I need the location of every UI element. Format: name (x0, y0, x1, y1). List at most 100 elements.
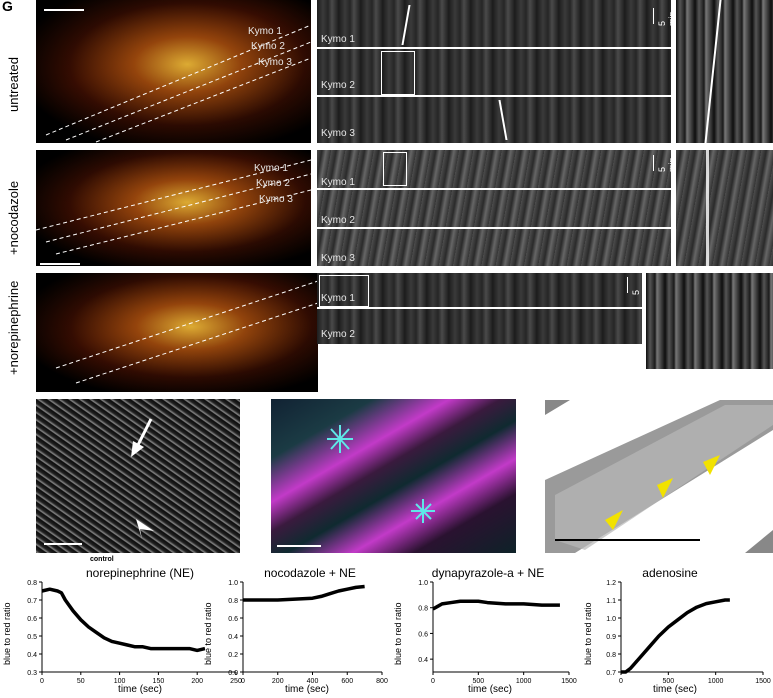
y-tick-label: 0.4 (27, 652, 37, 659)
x-tick-label: 200 (191, 678, 203, 685)
x-tick-label: 600 (341, 678, 353, 685)
inverted-image (545, 400, 773, 553)
y-tick-label: 0.8 (228, 598, 238, 605)
graph2-plot: 0.0 0.2 0.4 0.6 0.8 1.0 0 200 400 600 800 (228, 580, 388, 685)
graph2-ylabel: blue to red ratio (203, 602, 213, 665)
control-label: control (90, 556, 114, 563)
untreated-zoom (676, 0, 773, 143)
graph3-plot: 0.4 0.6 0.8 1.0 0 500 1000 1500 (418, 580, 577, 685)
row-label-untreated: untreated (6, 57, 21, 112)
data-line (41, 587, 206, 653)
time-scale-label: 5 min (657, 157, 671, 172)
y-tick-label: 0.4 (418, 657, 428, 664)
kymo-guide-lines (45, 24, 311, 143)
norepinephrine-micrograph (36, 273, 318, 392)
graph2-title: nocodazole + NE (264, 566, 356, 580)
y-tick-label: 0.3 (27, 670, 37, 677)
x-tick-label: 0 (241, 678, 245, 685)
kymo-guide-lines (55, 280, 318, 384)
x-tick-label: 500 (662, 678, 674, 685)
divider (317, 95, 671, 97)
graph4-ylabel: blue to red ratio (583, 602, 593, 665)
graph4-plot: 0.7 0.8 0.9 1.0 1.1 1.2 0 500 1000 1500 (606, 580, 771, 685)
aster-marks (327, 425, 435, 523)
graph1-plot: 0.3 0.4 0.5 0.6 0.7 0.8 0 50 100 150 200 250 (27, 580, 242, 685)
norepinephrine-kymographs: Kymo 1 Kymo 2 5 min (317, 273, 642, 344)
y-tick-label: 0.8 (418, 606, 428, 613)
norepinephrine-zoom (646, 273, 773, 369)
kymo-label-2: Kymo 2 (321, 215, 355, 226)
guide-label-2: Kymo 2 (251, 41, 285, 52)
panel-letter: G (2, 0, 13, 14)
guide-label-3: Kymo 3 (259, 194, 293, 205)
x-tick-label: 1000 (516, 678, 532, 685)
y-tick-label: 0.2 (228, 652, 238, 659)
trace (401, 5, 411, 45)
zoom-box (319, 275, 369, 307)
merged-fluorescence-image (271, 399, 516, 553)
x-tick-label: 0 (619, 678, 623, 685)
row-label-nocodazole: +nocodazole (6, 180, 21, 255)
y-tick-label: 1.1 (606, 598, 616, 605)
arrow-annotations (131, 418, 154, 539)
divider (317, 307, 642, 309)
y-tick-label: 0.7 (606, 670, 616, 677)
divider (317, 188, 671, 190)
graph2-xlabel: time (sec) (285, 684, 329, 695)
guide-label-1: Kymo 1 (254, 163, 288, 174)
scale-bar (44, 543, 82, 545)
x-tick-label: 150 (153, 678, 165, 685)
y-tick-label: 0.9 (606, 634, 616, 641)
x-tick-label: 1500 (561, 678, 577, 685)
y-tick-label: 1.2 (606, 580, 616, 587)
divider (317, 47, 671, 49)
y-tick-label: 0.6 (418, 631, 428, 638)
inverted-image-svg (545, 400, 773, 553)
y-tick-label: 1.0 (418, 580, 428, 587)
kymo-label-2: Kymo 2 (321, 80, 355, 91)
graph1-title: norepinephrine (NE) (85, 566, 195, 580)
x-tick-label: 1000 (708, 678, 724, 685)
data-line (621, 598, 730, 674)
kymo-label-1: Kymo 1 (321, 293, 355, 304)
graph3-ylabel: blue to red ratio (393, 602, 403, 665)
nocodazole-micrograph: Kymo 1 Kymo 2 Kymo 3 (36, 150, 311, 266)
scale-bar (40, 263, 80, 265)
time-scale-label: 5 min (657, 11, 671, 26)
time-scale-bar (653, 155, 654, 171)
guide-label-3: Kymo 3 (258, 57, 292, 68)
y-tick-label: 1.0 (606, 616, 616, 623)
y-tick-label: 0.5 (27, 634, 37, 641)
data-line (432, 599, 560, 611)
y-tick-label: 1.0 (228, 580, 238, 587)
time-scale-bar (653, 8, 654, 24)
trace (498, 100, 508, 140)
zoom-box (381, 51, 415, 95)
y-tick-label: 0.6 (27, 616, 37, 623)
scale-bar (44, 9, 84, 11)
y-tick-label: 0.8 (27, 580, 37, 587)
x-tick-label: 50 (77, 678, 85, 685)
x-tick-label: 0 (40, 678, 44, 685)
y-tick-label: 0.4 (228, 634, 238, 641)
nocodazole-zoom (676, 150, 773, 266)
guide-label-1: Kymo 1 (248, 26, 282, 37)
time-scale-label: 5 min (631, 280, 642, 295)
guide-label-2: Kymo 2 (256, 178, 290, 189)
graph3-title: dynapyrazole-a + NE (431, 566, 545, 580)
zoom-box (383, 152, 407, 186)
graph1-xlabel: time (sec) (118, 684, 162, 695)
microtubule-image (36, 399, 240, 553)
x-tick-label: 800 (376, 678, 388, 685)
data-line (243, 584, 365, 602)
untreated-micrograph: Kymo 1 Kymo 2 Kymo 3 (36, 0, 311, 143)
graph4-title: adenosine (642, 566, 698, 580)
kymo-label-1: Kymo 1 (321, 34, 355, 45)
row-label-norepinephrine: +norepinephrine (6, 280, 21, 375)
nocodazole-kymographs: Kymo 1 Kymo 2 Kymo 3 5 min (317, 150, 671, 266)
kymo-label-2: Kymo 2 (321, 329, 355, 340)
graph4-xlabel: time (sec) (653, 684, 697, 695)
x-tick-label: 1500 (755, 678, 771, 685)
x-tick-label: 250 (230, 678, 242, 685)
y-tick-label: 0.6 (228, 616, 238, 623)
